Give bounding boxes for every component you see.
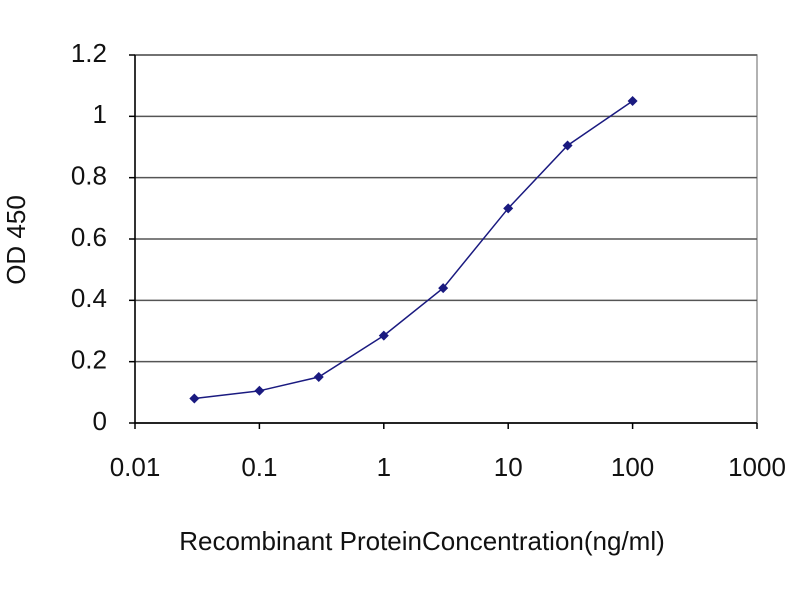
x-tick-label: 1 <box>377 452 391 482</box>
x-tick-label: 10 <box>494 452 523 482</box>
data-point <box>627 96 638 106</box>
y-tick-label: 0.8 <box>71 161 107 191</box>
y-tick-label: 0.4 <box>71 283 107 313</box>
y-tick-label: 1 <box>93 99 107 129</box>
y-tick-label: 1.2 <box>71 38 107 68</box>
y-tick-label: 0 <box>93 406 107 436</box>
y-axis-title: OD 450 <box>1 195 31 285</box>
y-tick-label: 0.6 <box>71 222 107 252</box>
y-tick-label: 0.2 <box>71 345 107 375</box>
data-point <box>438 283 449 294</box>
data-point <box>562 140 573 151</box>
data-point <box>254 385 265 396</box>
x-axis-title: Recombinant ProteinConcentration(ng/ml) <box>179 526 665 556</box>
x-tick-label: 0.1 <box>241 452 277 482</box>
x-tick-label: 1000 <box>728 452 786 482</box>
data-point <box>378 330 389 341</box>
data-point <box>189 393 200 404</box>
data-point <box>313 372 324 382</box>
x-tick-label: 0.01 <box>110 452 161 482</box>
x-tick-label: 100 <box>611 452 654 482</box>
series-line <box>194 100 634 400</box>
data-point <box>503 203 514 214</box>
